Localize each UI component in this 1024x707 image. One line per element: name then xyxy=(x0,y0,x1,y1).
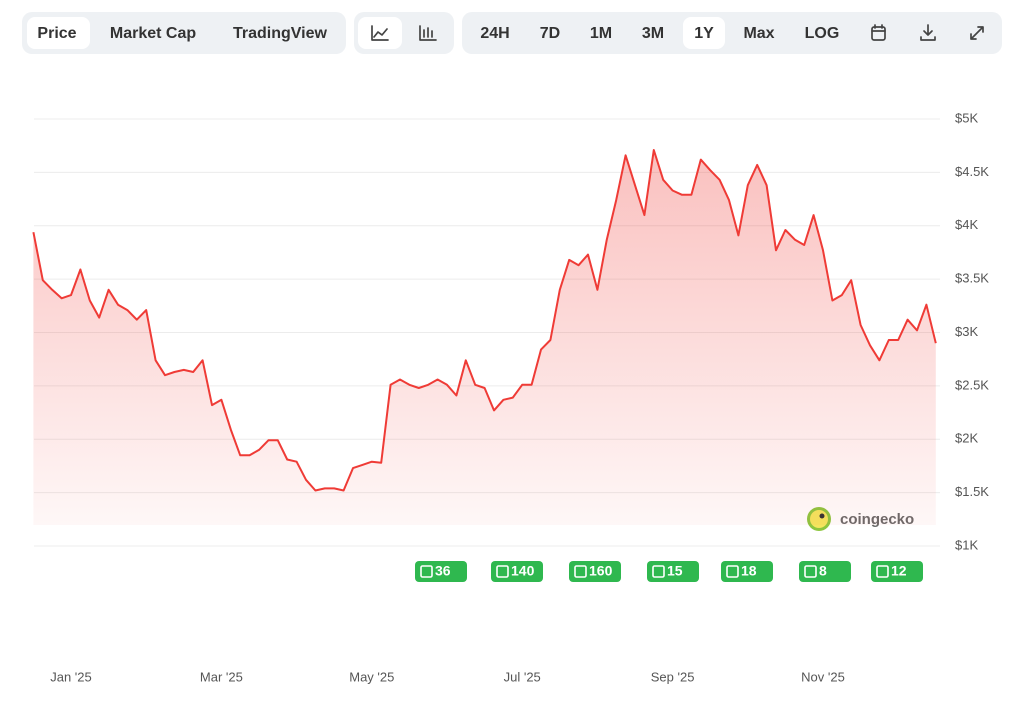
view-button[interactable]: Price xyxy=(37,25,76,42)
x-tick-label: Nov '25 xyxy=(801,669,845,684)
y-tick-label: $2K xyxy=(955,431,978,446)
news-count: 36 xyxy=(435,563,451,579)
y-tick-label: $1K xyxy=(955,537,978,552)
view-button[interactable]: TradingView xyxy=(233,25,328,42)
candle-chart-icon[interactable] xyxy=(419,25,437,41)
news-count: 18 xyxy=(741,563,757,579)
news-icon xyxy=(652,565,665,578)
view-group xyxy=(22,12,346,54)
y-tick-label: $2.5K xyxy=(955,377,989,392)
range-button[interactable]: 3M xyxy=(642,25,664,42)
news-count: 140 xyxy=(511,563,535,579)
download-icon[interactable] xyxy=(920,24,936,41)
news-badge[interactable]: 36 xyxy=(415,561,467,582)
line-chart-icon[interactable] xyxy=(371,25,389,41)
news-badge[interactable]: 12 xyxy=(871,561,923,582)
news-icon xyxy=(574,565,587,578)
news-badge[interactable]: 8 xyxy=(799,561,851,582)
y-tick-label: $5K xyxy=(955,110,978,125)
news-badge[interactable]: 140 xyxy=(491,561,543,582)
news-count: 15 xyxy=(667,563,683,579)
y-tick-label: $1.5K xyxy=(955,484,989,499)
range-group xyxy=(462,12,1002,54)
view-button[interactable]: Market Cap xyxy=(110,25,196,42)
news-badge[interactable]: 15 xyxy=(647,561,699,582)
news-icon xyxy=(726,565,739,578)
range-button[interactable]: 24H xyxy=(480,25,509,42)
x-tick-label: Jul '25 xyxy=(504,669,541,684)
range-button[interactable]: 1M xyxy=(590,25,612,42)
area-fill xyxy=(33,150,936,525)
selected-button xyxy=(27,17,90,49)
news-icon xyxy=(496,565,509,578)
news-icon xyxy=(876,565,889,578)
range-button[interactable]: 7D xyxy=(540,25,560,42)
y-tick-label: $4K xyxy=(955,217,978,232)
y-tick-label: $4.5K xyxy=(955,164,989,179)
news-icon xyxy=(804,565,817,578)
x-tick-label: Jan '25 xyxy=(50,669,92,684)
calendar-icon[interactable] xyxy=(871,24,886,41)
y-tick-label: $3.5K xyxy=(955,271,989,286)
x-tick-label: Mar '25 xyxy=(200,669,243,684)
range-button[interactable]: LOG xyxy=(805,25,840,42)
news-count: 8 xyxy=(819,563,827,579)
range-button[interactable]: 1Y xyxy=(694,25,714,42)
price-line xyxy=(32,149,937,492)
news-icon xyxy=(420,565,433,578)
x-tick-label: May '25 xyxy=(349,669,394,684)
x-tick-label: Sep '25 xyxy=(651,669,695,684)
fullscreen-icon[interactable] xyxy=(970,26,984,40)
range-button[interactable]: Max xyxy=(743,25,774,42)
news-badge[interactable]: 160 xyxy=(569,561,621,582)
news-count: 12 xyxy=(891,563,907,579)
selected-button xyxy=(683,17,725,49)
news-badge[interactable]: 18 xyxy=(721,561,773,582)
news-count: 160 xyxy=(589,563,613,579)
y-tick-label: $3K xyxy=(955,324,978,339)
